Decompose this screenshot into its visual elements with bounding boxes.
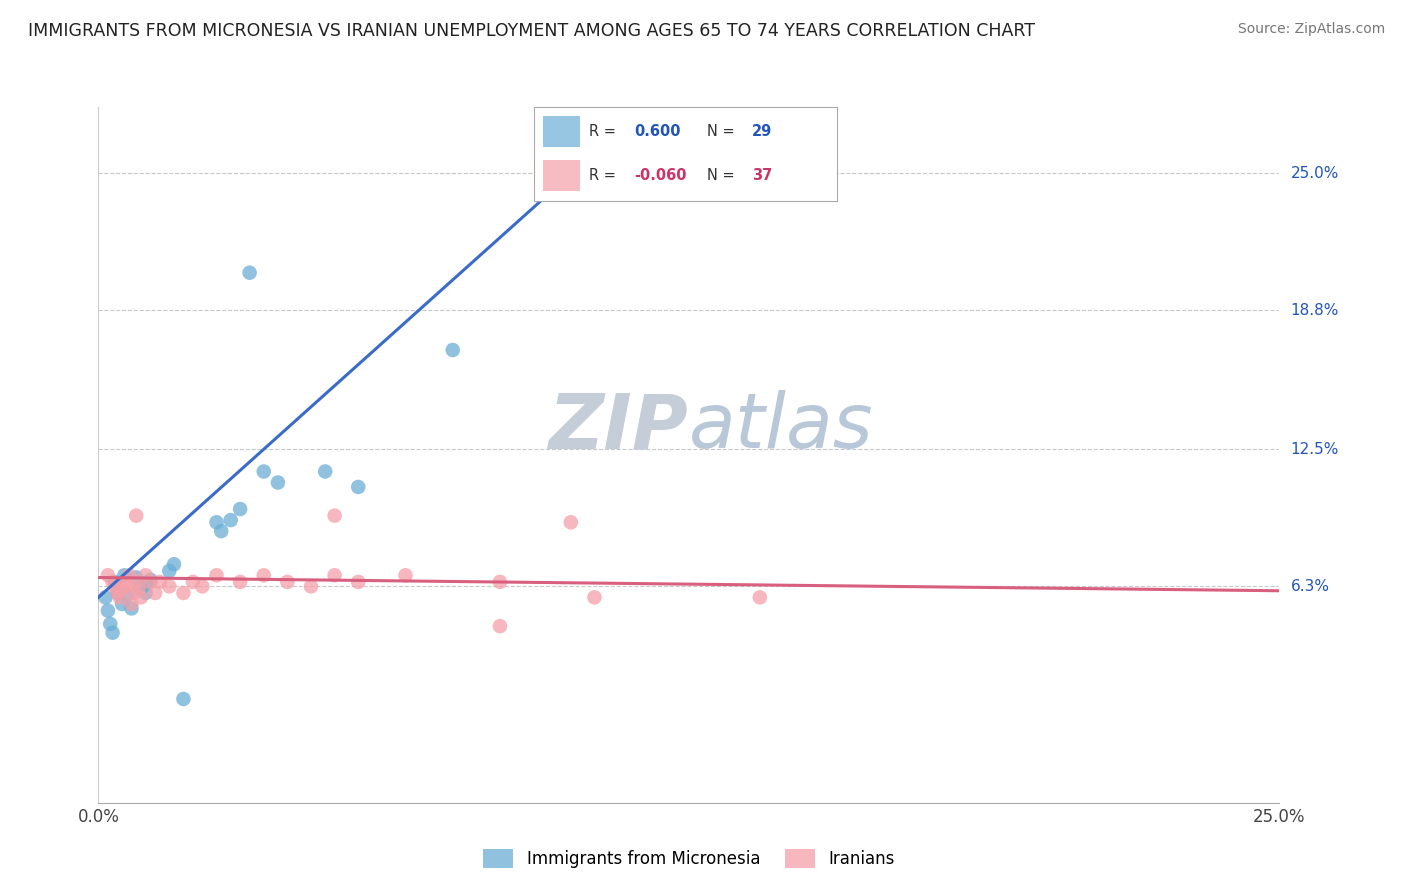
Point	[172, 692, 194, 706]
Point	[323, 568, 346, 582]
Point	[489, 619, 512, 633]
Point	[121, 601, 143, 615]
Text: N =: N =	[707, 169, 738, 184]
Point	[172, 586, 194, 600]
Point	[157, 579, 180, 593]
Text: -0.060: -0.060	[634, 169, 686, 184]
Text: 12.5%: 12.5%	[1291, 442, 1339, 457]
Point	[394, 568, 416, 582]
Point	[122, 586, 145, 600]
Text: R =: R =	[589, 124, 620, 139]
Point	[111, 597, 134, 611]
Point	[105, 586, 128, 600]
Point	[219, 513, 242, 527]
Point	[163, 558, 186, 572]
Point	[489, 574, 512, 589]
Text: 0.600: 0.600	[634, 124, 681, 139]
Point	[583, 170, 606, 185]
Point	[560, 516, 582, 530]
Point	[583, 591, 606, 605]
Point	[94, 591, 117, 605]
Point	[115, 588, 138, 602]
Point	[229, 574, 252, 589]
Point	[441, 343, 464, 357]
Point	[98, 616, 121, 631]
Point	[323, 508, 346, 523]
Point	[101, 625, 124, 640]
Text: atlas: atlas	[689, 391, 873, 465]
Point	[121, 597, 143, 611]
Point	[104, 574, 127, 589]
Point	[239, 266, 262, 280]
Point	[125, 508, 148, 523]
Text: ZIP: ZIP	[550, 391, 689, 465]
Point	[129, 591, 152, 605]
Point	[139, 573, 162, 587]
Point	[181, 574, 204, 589]
Point	[101, 574, 124, 589]
Point	[108, 591, 131, 605]
Point	[143, 586, 166, 600]
Text: IMMIGRANTS FROM MICRONESIA VS IRANIAN UNEMPLOYMENT AMONG AGES 65 TO 74 YEARS COR: IMMIGRANTS FROM MICRONESIA VS IRANIAN UN…	[28, 22, 1035, 40]
Text: 18.8%: 18.8%	[1291, 302, 1339, 318]
Point	[112, 568, 135, 582]
Point	[128, 582, 150, 596]
Point	[125, 574, 148, 589]
Point	[347, 574, 370, 589]
Point	[149, 574, 172, 589]
Point	[129, 582, 152, 596]
Point	[267, 475, 290, 490]
Point	[104, 579, 127, 593]
Point	[347, 480, 370, 494]
Point	[205, 568, 228, 582]
Text: Source: ZipAtlas.com: Source: ZipAtlas.com	[1237, 22, 1385, 37]
Point	[97, 568, 120, 582]
Point	[205, 516, 228, 530]
Point	[97, 604, 120, 618]
Point	[135, 586, 157, 600]
Point	[135, 568, 157, 582]
Text: N =: N =	[707, 124, 738, 139]
Point	[191, 579, 214, 593]
Point	[299, 579, 322, 593]
Point	[135, 577, 157, 591]
Point	[112, 574, 135, 589]
Text: 25.0%: 25.0%	[1291, 166, 1339, 181]
FancyBboxPatch shape	[543, 161, 579, 191]
Point	[314, 465, 336, 479]
Text: 29: 29	[752, 124, 772, 139]
Point	[157, 564, 180, 578]
Point	[105, 586, 128, 600]
Point	[118, 568, 141, 582]
FancyBboxPatch shape	[543, 116, 579, 147]
Point	[111, 582, 134, 596]
Point	[115, 579, 138, 593]
Text: R =: R =	[589, 169, 620, 184]
Point	[229, 502, 252, 516]
Point	[276, 574, 298, 589]
Text: 37: 37	[752, 169, 772, 184]
Point	[209, 524, 232, 538]
Point	[125, 570, 148, 584]
Text: 6.3%: 6.3%	[1291, 579, 1330, 594]
Point	[253, 465, 276, 479]
Legend: Immigrants from Micronesia, Iranians: Immigrants from Micronesia, Iranians	[477, 842, 901, 874]
Point	[748, 591, 770, 605]
Point	[139, 574, 162, 589]
Point	[253, 568, 276, 582]
